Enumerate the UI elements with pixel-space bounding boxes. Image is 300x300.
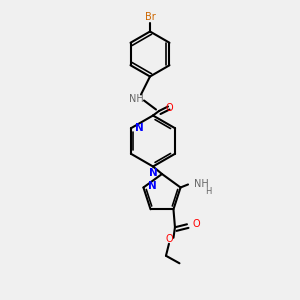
Text: O: O: [166, 103, 173, 113]
Text: N: N: [148, 181, 157, 191]
Text: O: O: [165, 234, 173, 244]
Text: O: O: [193, 219, 201, 229]
Text: Br: Br: [145, 13, 155, 22]
Text: H: H: [206, 187, 212, 196]
Text: NH: NH: [194, 179, 209, 190]
Text: NH: NH: [129, 94, 144, 104]
Text: N: N: [149, 167, 158, 178]
Text: N: N: [135, 123, 144, 133]
